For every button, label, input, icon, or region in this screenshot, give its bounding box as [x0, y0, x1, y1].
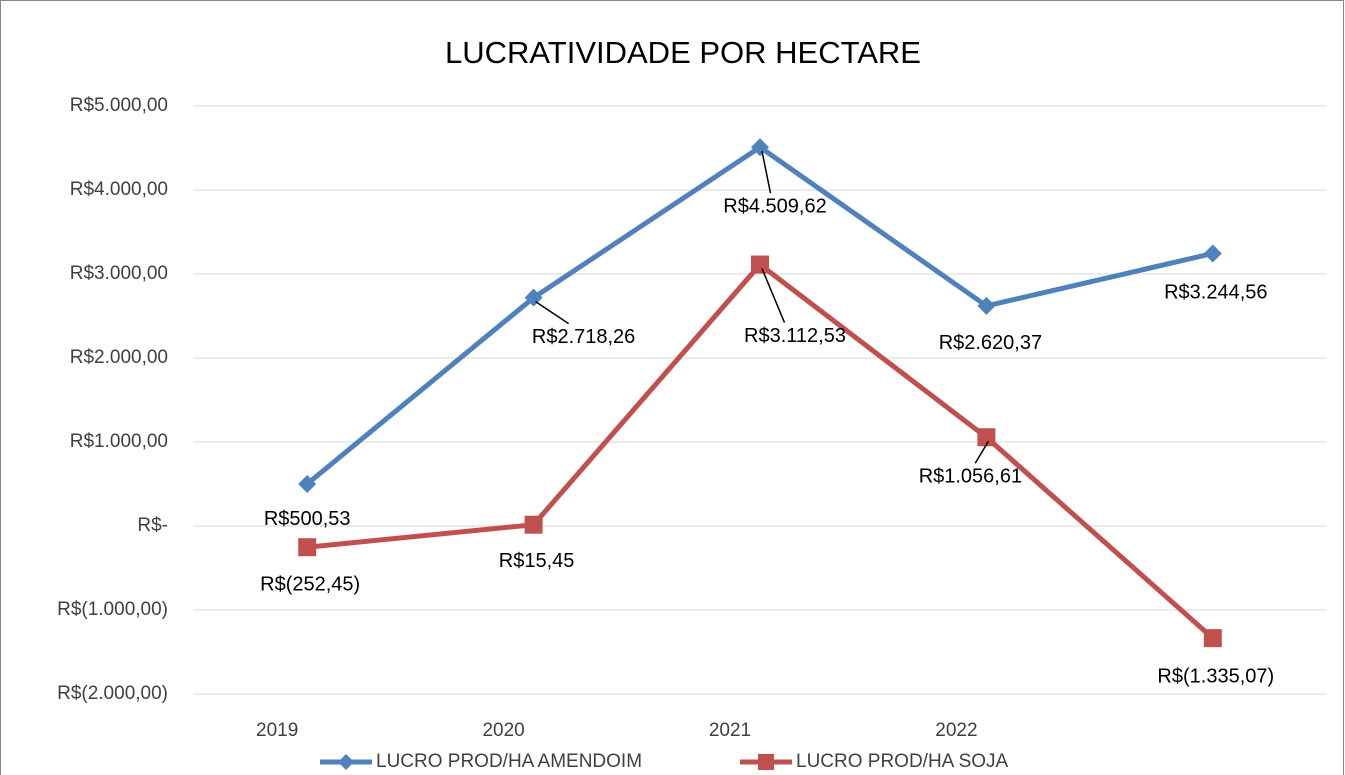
y-tick-label: R$1.000,00: [70, 431, 168, 452]
data-label: R$3.244,56: [1164, 282, 1267, 304]
y-tick-label: R$2.000,00: [70, 347, 168, 368]
y-tick-label: R$4.000,00: [70, 179, 168, 200]
y-tick-label: R$-: [137, 515, 168, 536]
leader-line: [974, 440, 990, 464]
y-tick-label: R$(1.000,00): [57, 599, 168, 620]
leader-line: [761, 151, 772, 194]
x-tick-label: 2020: [482, 720, 524, 741]
data-label: R$500,53: [264, 508, 351, 530]
marker: [751, 138, 769, 157]
marker: [298, 538, 317, 557]
legend-label: LUCRO PROD/HA SOJA: [796, 751, 1009, 772]
marker: [977, 296, 996, 315]
y-tick-label: R$3.000,00: [70, 263, 168, 284]
chart-title: LUCRATIVIDADE POR HECTARE: [445, 35, 921, 70]
y-tick-label: R$(2.000,00): [57, 683, 168, 704]
leader-line: [535, 301, 570, 325]
y-tick-label: R$5.000,00: [70, 95, 168, 116]
marker: [1203, 244, 1222, 263]
data-label: R$(252,45): [260, 573, 360, 595]
marker: [524, 288, 543, 307]
data-label: R$(1.335,07): [1157, 665, 1274, 687]
legend-marker: [758, 754, 774, 770]
marker: [1203, 629, 1222, 648]
leader-line: [761, 268, 786, 323]
marker: [298, 474, 317, 493]
x-tick-label: 2021: [709, 720, 751, 741]
data-label: R$15,45: [499, 550, 575, 572]
data-label: R$2.620,37: [939, 332, 1042, 354]
x-tick-label: 2019: [256, 720, 298, 741]
marker: [977, 428, 996, 447]
data-label: R$2.718,26: [532, 326, 635, 348]
x-tick-label: 2022: [935, 720, 977, 741]
data-label: R$1.056,61: [919, 466, 1022, 488]
legend-marker: [338, 754, 354, 770]
marker: [524, 515, 543, 534]
legend-label: LUCRO PROD/HA AMENDOIM: [376, 751, 642, 772]
data-label: R$4.509,62: [723, 195, 826, 217]
marker: [751, 255, 769, 274]
data-label: R$3.112,53: [744, 325, 846, 347]
